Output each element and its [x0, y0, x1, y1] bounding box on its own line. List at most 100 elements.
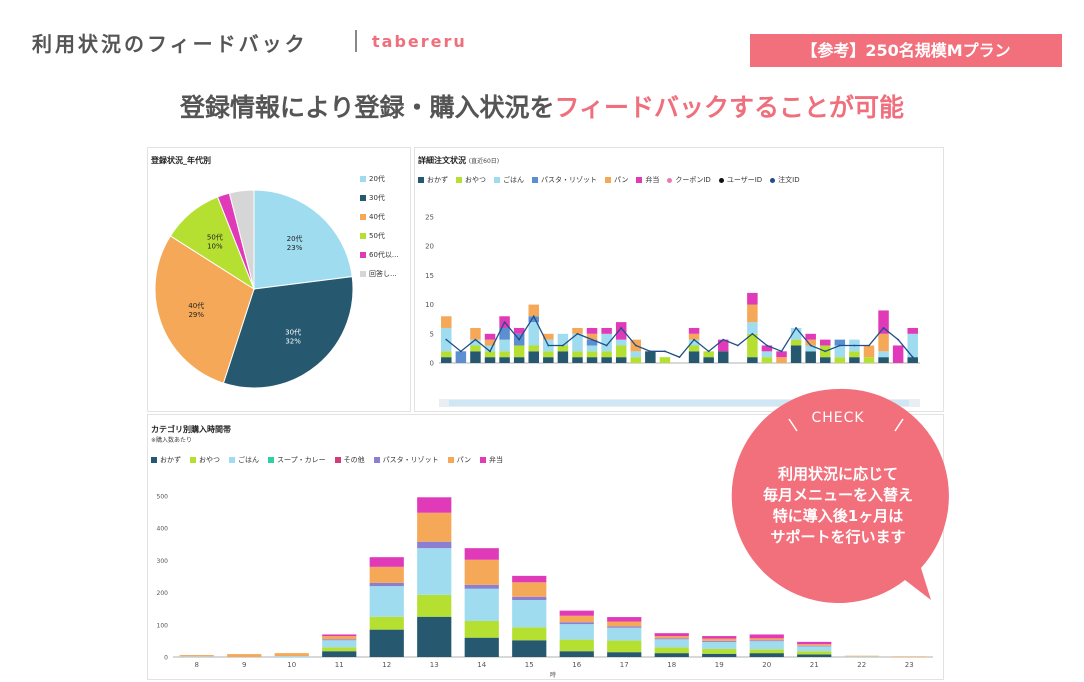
hour-bar-segment	[512, 640, 547, 657]
legend-item: おかず	[151, 455, 181, 465]
order-bar-segment	[747, 292, 758, 305]
order-bar-segment	[878, 351, 889, 358]
legend-swatch	[151, 457, 157, 463]
x-tick-label: 14	[477, 661, 486, 669]
hour-bar-segment	[797, 644, 832, 646]
order-bar-segment	[761, 351, 773, 358]
hour-bar-segment	[179, 656, 214, 657]
order-line-point	[780, 350, 783, 353]
order-bar-segment	[907, 357, 918, 363]
order-line-point	[576, 332, 579, 335]
callout-shape	[731, 388, 949, 603]
y-tick-label: 500	[157, 494, 169, 501]
legend-swatch	[360, 214, 366, 220]
order-bar-segment	[688, 351, 700, 363]
order-bar-segment	[513, 327, 525, 334]
hour-bar-segment	[749, 641, 784, 650]
order-bar-segment	[513, 345, 525, 358]
pie-chart-panel: 登録状況_年代別 20代 23% 30代 32% 40代 29% 50代 10% 20代 30代…	[147, 147, 411, 412]
pie-slice	[222, 276, 354, 389]
legend-label: パン	[614, 176, 629, 184]
legend-swatch	[605, 177, 611, 183]
hour-bar-segment	[654, 636, 689, 639]
hour-bar-segment	[464, 620, 499, 638]
order-line-point	[678, 356, 681, 359]
pie-data-label-name: 20代	[287, 234, 303, 243]
order-bar-segment	[528, 316, 539, 323]
y-tick-label: 15	[425, 272, 434, 280]
order-bar-segment	[659, 357, 671, 363]
hour-bar-segment	[654, 633, 689, 637]
x-tick-label: 23	[905, 661, 914, 669]
callout-tick-left	[788, 418, 798, 432]
legend-label: スープ・カレー	[277, 456, 326, 464]
x-tick-label: 16	[572, 661, 581, 669]
legend-swatch	[770, 177, 776, 183]
order-line-point	[518, 338, 521, 341]
order-line-point	[707, 350, 710, 353]
order-line-point	[795, 327, 798, 329]
hour-bar-segment	[749, 649, 784, 654]
pie-legend: 20代 30代 40代 50代 60代以... 回答し...	[360, 174, 399, 288]
legend-item: パスタ・リゾット	[532, 175, 597, 185]
order-line-point	[751, 332, 754, 335]
order-bar-segment	[484, 351, 496, 358]
legend-label: 30代	[369, 194, 385, 202]
legend-label: おかず	[160, 456, 181, 464]
hour-bar-segment	[559, 615, 594, 623]
order-bar-segment	[586, 333, 598, 340]
hour-bar-segment	[844, 655, 879, 657]
x-tick-label: 20	[762, 661, 771, 669]
order-bar-segment	[484, 345, 496, 352]
legend-swatch	[334, 457, 341, 463]
order-bar-segment	[630, 351, 642, 358]
order-bar-segment	[688, 327, 700, 334]
hour-bar-segment	[607, 626, 642, 628]
legend-swatch	[360, 252, 366, 258]
order-line-point	[838, 344, 841, 347]
order-bar-segment	[747, 322, 758, 334]
legend-label: 回答し...	[369, 270, 397, 278]
legend-swatch	[479, 457, 486, 463]
order-bar-segment	[528, 345, 539, 352]
legend-label: ごはん	[503, 176, 524, 184]
order-bar-segment	[820, 339, 831, 346]
legend-item: 50代	[360, 231, 399, 241]
callout-line-1: 利用状況に応じて	[777, 465, 898, 483]
legend-label: パスタ・リゾット	[382, 456, 439, 464]
pie-data-label-name: 40代	[188, 301, 204, 310]
hour-legend: おかず おやつ ごはん スープ・カレー その他 パスタ・リゾット パン 弁当	[151, 455, 503, 465]
order-line-point	[664, 350, 666, 353]
legend-label: その他	[343, 456, 365, 464]
hour-bar-segment	[512, 596, 547, 601]
hour-bar-segment	[607, 640, 642, 653]
hour-bar-segment	[512, 575, 547, 583]
legend-label: クーポンID	[675, 176, 711, 184]
order-bar-segment	[834, 339, 846, 346]
legend-swatch	[718, 177, 724, 183]
hour-bar-segment	[369, 629, 404, 657]
callout-check-label: CHECK	[811, 410, 865, 426]
legend-label: ごはん	[238, 456, 259, 464]
order-bar-segment	[601, 333, 612, 352]
legend-item: パン	[605, 175, 628, 185]
hour-bar-segment	[654, 638, 689, 640]
legend-label: パスタ・リゾット	[541, 176, 597, 184]
callout-tick-right	[894, 418, 904, 432]
hour-bar-segment	[702, 636, 737, 639]
order-bar-segment	[441, 351, 452, 358]
order-bar-segment	[878, 310, 889, 334]
order-bar-segment	[455, 351, 467, 363]
order-bar-segment	[717, 339, 729, 352]
hour-bar-segment	[464, 588, 499, 621]
hour-bar-segment	[512, 582, 547, 597]
y-tick-label: 5	[430, 330, 434, 338]
x-tick-label: 11	[335, 661, 344, 669]
order-bar-segment	[907, 327, 918, 334]
hour-bar-segment	[322, 639, 357, 641]
legend-label: 20代	[369, 175, 385, 183]
order-line-point	[853, 344, 856, 347]
order-bar-segment	[717, 351, 729, 363]
order-bar-segment	[892, 345, 904, 363]
